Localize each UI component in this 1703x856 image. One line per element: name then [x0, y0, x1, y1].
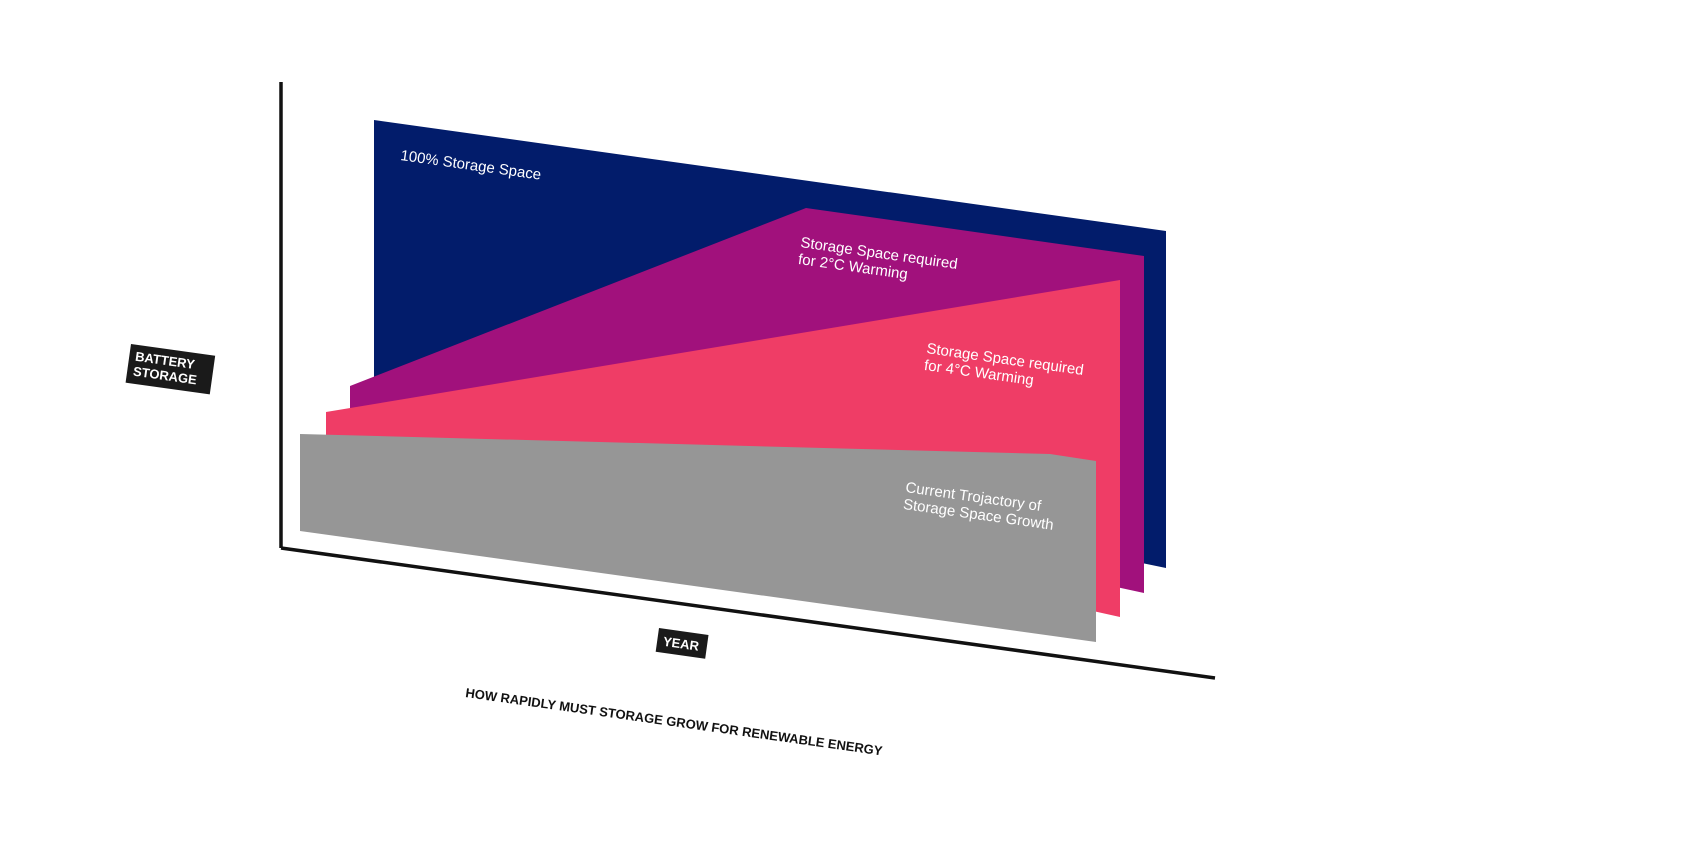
figure-caption: HOW RAPIDLY MUST STORAGE GROW FOR RENEWA… — [465, 685, 884, 758]
layer-two-degree-label: Storage Space required for 2°C Warming — [797, 234, 963, 290]
x-axis-badge-label: YEAR — [662, 634, 700, 654]
layer-two-degree-label-group: Storage Space required for 2°C Warming — [797, 234, 963, 290]
layer-current-shape — [300, 434, 1096, 642]
y-axis-badge-background — [125, 344, 216, 395]
x-axis-line — [280, 546, 1216, 680]
x-axis-badge-background — [655, 628, 709, 659]
x-axis-badge: YEAR — [655, 628, 709, 659]
y-axis-badge: BATTERY STORAGE — [125, 344, 216, 395]
figure-caption-group: HOW RAPIDLY MUST STORAGE GROW FOR RENEWA… — [465, 685, 884, 758]
